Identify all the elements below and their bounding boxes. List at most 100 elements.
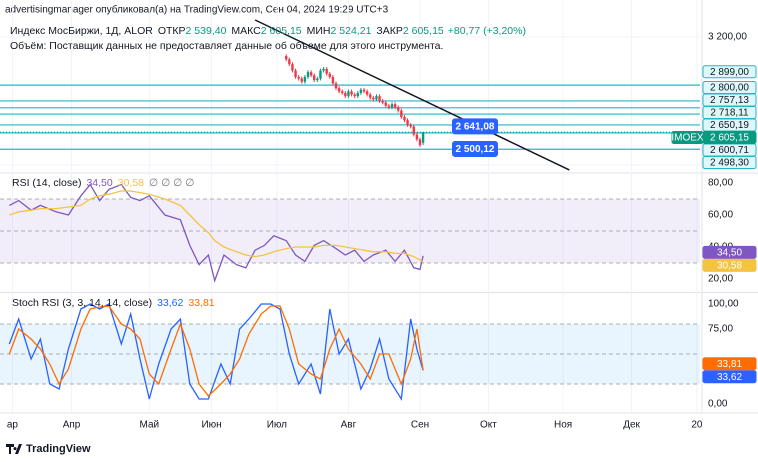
candle-body xyxy=(415,134,419,140)
trend-line xyxy=(254,19,570,171)
x-tick-label: Сен xyxy=(411,420,429,431)
indicator-pane xyxy=(0,183,700,283)
candle-body xyxy=(294,70,297,77)
candle-body xyxy=(418,139,422,146)
callout-label: 2 500,12 xyxy=(456,144,495,155)
tv-logo xyxy=(6,444,22,454)
candle-body xyxy=(350,91,353,95)
ohlc-label: ЗАКР xyxy=(376,25,402,37)
candle-body xyxy=(325,68,328,74)
ohlc-label: МИН xyxy=(307,25,331,37)
symbol-label: IMOEX xyxy=(671,133,704,144)
candle-body xyxy=(400,110,403,117)
candle-body xyxy=(353,94,356,97)
ohlc-value: 2 605,15 xyxy=(403,25,444,37)
candle-body xyxy=(309,72,313,76)
publisher-line: advertisingmanager опубликовал(а) на Tra… xyxy=(5,4,389,16)
x-tick-label: Дек xyxy=(623,420,640,431)
series-line xyxy=(9,183,424,283)
series-line xyxy=(8,303,424,401)
x-tick-label: Июн xyxy=(201,420,221,431)
candle-body xyxy=(409,124,412,127)
volume-note: Объём: Поставщик данных не предоставляет… xyxy=(10,40,443,52)
x-tick-label: Авг xyxy=(341,420,357,431)
level-label-box xyxy=(702,156,757,170)
level-label: 2 600,71 xyxy=(710,145,749,156)
legend-value: 33,62 xyxy=(157,297,183,309)
candle-body xyxy=(359,89,363,93)
candle-body xyxy=(384,102,387,106)
x-tick-label: Май xyxy=(140,420,160,431)
y-tick-label: 60,00 xyxy=(708,210,733,221)
y-tick-label: 100,00 xyxy=(708,299,739,310)
ohlc-label: ОТКР xyxy=(158,25,186,37)
last-value-label-box xyxy=(702,245,757,259)
candle-body xyxy=(344,92,347,97)
callout-box xyxy=(452,118,498,135)
indicator-pane xyxy=(0,303,700,401)
candle-body xyxy=(306,72,310,77)
candle-body xyxy=(421,132,425,143)
candle-body xyxy=(313,75,316,81)
candle-body xyxy=(393,104,397,108)
series-line xyxy=(9,190,424,263)
candle-body xyxy=(300,78,303,82)
candle-body xyxy=(328,73,331,77)
candle-body xyxy=(375,96,378,100)
candle-body xyxy=(337,88,341,92)
candle-body xyxy=(331,76,335,84)
x-tick-label: Июл xyxy=(267,420,287,431)
candle-body xyxy=(387,105,391,108)
ohlc-value: 2 539,40 xyxy=(186,25,227,37)
chart-legend: Индекс МосБиржи, 1Д, ALOR ОТКР2 539,40 МАК… xyxy=(10,25,526,37)
candle-body xyxy=(303,76,307,82)
candle-body xyxy=(319,70,322,79)
candle-body xyxy=(403,116,406,121)
last-value-label: 30,58 xyxy=(717,261,742,272)
candle-body xyxy=(347,91,350,97)
ohlc-value: 2 605,15 xyxy=(261,25,302,37)
candle-body xyxy=(397,107,400,111)
candle-body xyxy=(365,91,369,95)
candle-body xyxy=(288,59,291,65)
candle-body xyxy=(390,104,394,108)
level-label: 2 650,19 xyxy=(710,120,749,131)
candle-body xyxy=(285,56,288,60)
level-label: 2 718,11 xyxy=(710,108,749,119)
candle-body xyxy=(378,96,381,101)
candle-body xyxy=(291,64,294,71)
x-tick-label: Окт xyxy=(480,420,497,431)
candle-body xyxy=(316,78,319,81)
y-tick-label: 3 200,00 xyxy=(708,32,747,43)
candle-body xyxy=(356,92,359,97)
last-value-label: 33,81 xyxy=(717,359,742,370)
pane-title: RSI (14, close) xyxy=(12,177,81,189)
last-value-label-box xyxy=(702,258,757,272)
ohlc-label: МАКС xyxy=(231,25,261,37)
last-value-label-box xyxy=(702,357,757,371)
x-tick-label: 20 xyxy=(691,420,703,431)
level-label: 2 498,30 xyxy=(710,158,749,169)
x-tick-label: ар xyxy=(7,420,19,431)
symbol-label-box xyxy=(671,131,704,145)
level-label: 2 800,00 xyxy=(710,83,749,94)
pane-legend: Stoch RSI (3, 3, 14, 14, close) 33,62 33,8… xyxy=(12,297,215,309)
candle-body xyxy=(334,83,338,89)
x-tick-label: Ноя xyxy=(554,420,572,431)
candle-body xyxy=(341,91,344,93)
candle-body xyxy=(406,120,409,125)
candle-body xyxy=(412,126,415,135)
y-tick-label: 75,00 xyxy=(708,324,733,335)
price-pane xyxy=(0,19,700,171)
x-tick-label: Апр xyxy=(63,420,81,431)
level-label-box xyxy=(702,65,757,79)
y-tick-label: 0,00 xyxy=(708,399,728,410)
callout-label: 2 641,08 xyxy=(456,122,495,133)
y-tick-label: 80,00 xyxy=(708,178,733,189)
ohlc-value: 2 524,21 xyxy=(331,25,372,37)
candle-body xyxy=(369,94,372,98)
chart-title: Индекс МосБиржи, 1Д, ALOR xyxy=(10,25,153,37)
level-label: 2 757,13 xyxy=(710,95,749,106)
last-value-label: 33,62 xyxy=(717,372,742,383)
